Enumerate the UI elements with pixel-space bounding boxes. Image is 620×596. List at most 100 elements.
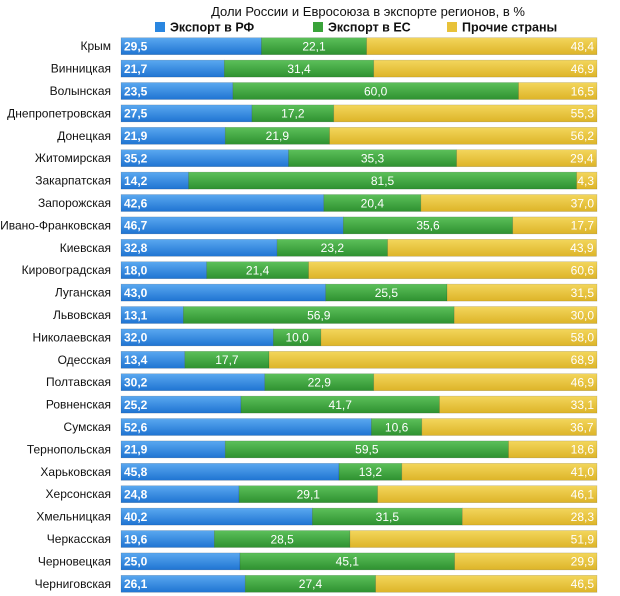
bar-row: Киевская 32,8 23,2 43,9 xyxy=(60,239,597,257)
data-label: 21,9 xyxy=(124,129,148,143)
legend-label-3: Прочие страны xyxy=(462,21,557,35)
data-label: 35,3 xyxy=(361,152,385,166)
bar-segment-other xyxy=(401,462,598,481)
data-label: 37,0 xyxy=(571,196,595,210)
data-label: 25,5 xyxy=(375,286,399,300)
data-label: 14,2 xyxy=(124,174,148,188)
category-label: Львовская xyxy=(53,308,111,322)
category-label: Черниговская xyxy=(35,577,111,591)
category-label: Ровненская xyxy=(46,398,111,412)
legend-swatch-3 xyxy=(447,22,457,32)
data-label: 28,3 xyxy=(571,510,595,524)
data-label: 13,1 xyxy=(124,308,148,322)
category-label: Винницкая xyxy=(51,62,111,76)
data-label: 16,5 xyxy=(571,84,595,98)
bar-row: Хмельницкая 40,2 31,5 28,3 xyxy=(36,507,598,526)
data-label: 56,9 xyxy=(307,308,331,322)
data-label: 23,5 xyxy=(124,84,148,98)
bar-row: Полтавская 30,2 22,9 46,9 xyxy=(46,373,598,392)
bar-segment-other xyxy=(268,350,598,369)
data-label: 33,1 xyxy=(571,398,595,412)
category-label: Крым xyxy=(80,39,111,53)
bar-row: Крым 29,5 22,1 48,4 xyxy=(80,37,598,56)
bar-segment-other xyxy=(375,574,598,593)
data-label: 26,1 xyxy=(124,577,148,591)
data-label: 58,0 xyxy=(571,331,595,345)
legend: Экспорт в РФ Экспорт в ЕС Прочие страны xyxy=(155,21,557,35)
data-label: 18,0 xyxy=(124,264,148,278)
data-label: 42,6 xyxy=(124,196,148,210)
data-label: 32,0 xyxy=(124,331,148,345)
bar-segment-rf xyxy=(120,418,372,436)
data-label: 21,7 xyxy=(124,62,148,76)
bars-area: Крым 29,5 22,1 48,4 Винницкая 21,7 31,4 46,9 Вол… xyxy=(0,37,598,593)
data-label: 25,2 xyxy=(124,398,148,412)
category-label: Полтавская xyxy=(46,375,111,389)
data-label: 35,2 xyxy=(124,152,148,166)
category-label: Ивано-Франковская xyxy=(0,218,111,232)
bar-segment-other xyxy=(366,37,598,56)
bar-segment-other xyxy=(308,261,598,280)
bar-row: Закарпатская 14,2 81,5 4,3 xyxy=(35,171,598,190)
data-label: 29,9 xyxy=(571,555,595,569)
bar-segment-eu xyxy=(244,574,376,593)
bar-row: Ровненская 25,2 41,7 33,1 xyxy=(46,395,598,414)
data-label: 17,7 xyxy=(571,219,595,233)
bar-segment-other xyxy=(439,395,598,414)
bar-row: Ивано-Франковская 46,7 35,6 17,7 xyxy=(0,216,598,235)
bar-segment-other xyxy=(518,82,598,100)
category-label: Луганская xyxy=(55,286,111,300)
bar-row: Днепропетровская 27,5 17,2 55,3 xyxy=(7,104,598,123)
category-label: Сумская xyxy=(64,420,111,434)
data-label: 28,5 xyxy=(270,532,294,546)
data-label: 59,5 xyxy=(355,443,379,457)
legend-label-2: Экспорт в ЕС xyxy=(328,21,411,35)
category-label: Запорожская xyxy=(38,196,111,210)
data-label: 52,6 xyxy=(124,420,148,434)
bar-segment-rf xyxy=(120,59,225,78)
bar-segment-other xyxy=(373,59,598,78)
bar-row: Одесская 13,4 17,7 68,9 xyxy=(58,350,598,369)
bar-segment-rf xyxy=(120,530,215,548)
data-label: 29,5 xyxy=(124,40,148,54)
data-label: 21,9 xyxy=(266,129,290,143)
data-label: 24,8 xyxy=(124,488,148,502)
bar-segment-rf xyxy=(120,462,340,481)
category-label: Хмельницкая xyxy=(36,510,111,524)
bar-segment-rf xyxy=(120,283,326,302)
category-label: Днепропетровская xyxy=(7,106,111,120)
bar-row: Винницкая 21,7 31,4 46,9 xyxy=(51,59,598,78)
category-label: Харьковская xyxy=(40,465,111,479)
legend-label-1: Экспорт в РФ xyxy=(170,21,255,35)
data-label: 43,9 xyxy=(570,241,594,255)
data-label: 17,7 xyxy=(215,353,239,367)
bar-row: Кировоградская 18,0 21,4 60,6 xyxy=(22,261,598,280)
category-label: Киевская xyxy=(60,241,111,255)
data-label: 60,6 xyxy=(571,264,595,278)
bar-segment-other xyxy=(320,328,598,347)
bar-row: Житомирская 35,2 35,3 29,4 xyxy=(35,149,597,167)
data-label: 41,0 xyxy=(571,465,595,479)
data-label: 29,4 xyxy=(570,152,594,166)
bar-segment-rf xyxy=(120,37,262,56)
data-label: 48,4 xyxy=(571,40,595,54)
data-label: 46,1 xyxy=(571,488,595,502)
bar-segment-other xyxy=(576,171,598,190)
data-label: 21,9 xyxy=(124,443,148,457)
data-label: 25,0 xyxy=(124,555,148,569)
bar-segment-other xyxy=(387,239,597,257)
category-label: Донецкая xyxy=(57,129,111,143)
data-label: 43,0 xyxy=(124,286,148,300)
bar-segment-rf xyxy=(120,194,325,212)
bar-row: Волынская 23,5 60,0 16,5 xyxy=(50,82,598,100)
data-label: 13,2 xyxy=(359,465,383,479)
category-label: Кировоградская xyxy=(22,263,111,277)
data-label: 22,1 xyxy=(302,40,326,54)
data-label: 21,4 xyxy=(246,264,270,278)
data-label: 81,5 xyxy=(371,174,395,188)
bar-row: Черновецкая 25,0 45,1 29,9 xyxy=(38,552,598,571)
bar-segment-other xyxy=(461,507,598,526)
data-label: 40,2 xyxy=(124,510,148,524)
bar-segment-rf xyxy=(120,507,313,526)
data-label: 10,0 xyxy=(285,331,309,345)
